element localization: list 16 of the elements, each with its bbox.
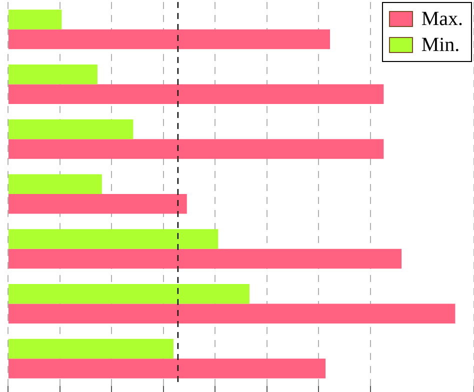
bar <box>8 10 62 30</box>
bar <box>8 248 402 269</box>
bar <box>8 358 326 378</box>
bar <box>8 229 218 249</box>
bar <box>8 64 98 84</box>
bar <box>8 284 250 304</box>
legend-label: Max. <box>421 7 463 32</box>
bar <box>8 338 174 359</box>
bar <box>8 139 384 159</box>
bar <box>8 29 330 50</box>
legend-label: Min. <box>421 33 460 58</box>
bar <box>8 174 102 194</box>
bar <box>8 194 187 214</box>
bar <box>8 84 384 104</box>
bar <box>8 304 456 324</box>
bar <box>8 119 134 140</box>
